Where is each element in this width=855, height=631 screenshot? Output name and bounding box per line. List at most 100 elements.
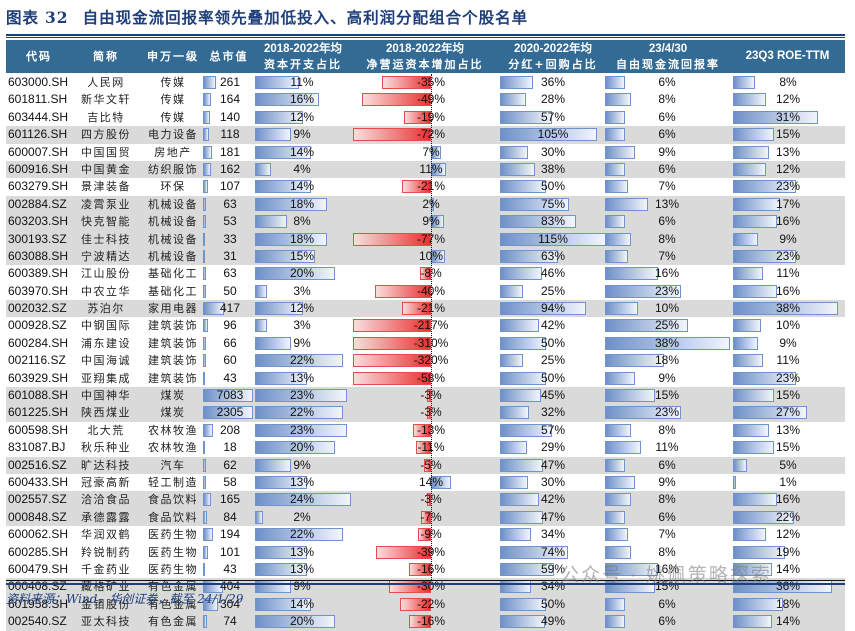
stock-name: 苏泊尔 — [87, 302, 125, 316]
capex-value: 9% — [293, 579, 311, 594]
fcf-bar — [605, 145, 635, 159]
mktcap-value: 43 — [223, 370, 237, 385]
table-row: 600285.SH 羚锐制药 医药生物 101 13% -39% 74% 8% 19% — [6, 544, 845, 561]
roe-bar — [733, 76, 755, 89]
roe-value: 23% — [775, 179, 801, 194]
mktcap-bar — [203, 336, 207, 350]
capex-value: 13% — [289, 370, 315, 385]
stock-code: 600284.SH — [8, 335, 69, 350]
roe-value: 23% — [775, 370, 801, 385]
nwc-value: 11% — [419, 161, 443, 176]
capex-bar — [255, 76, 299, 89]
capex-value: 22% — [289, 527, 315, 542]
roe-value: 38% — [775, 301, 801, 316]
nwc-value: -19% — [416, 109, 445, 124]
capex-bar — [255, 162, 271, 176]
mktcap-bar — [203, 389, 253, 403]
roe-value: 23% — [775, 248, 801, 263]
capex-value: 20% — [289, 440, 315, 455]
roe-bar — [733, 110, 819, 124]
payout-value: 50% — [540, 179, 566, 194]
table-row: 600007.SH 中国国贸 房地产 181 14% 7% 30% 9% 13% — [6, 144, 845, 161]
table-row: 600916.SH 中国黄金 纺织服饰 162 4% 11% 38% 6% 12% — [6, 160, 845, 179]
roe-bar — [733, 423, 769, 437]
payout-value: 42% — [540, 492, 566, 507]
roe-value: 12% — [775, 92, 801, 107]
fcf-bar — [605, 93, 632, 107]
nwc-bar-negative — [404, 110, 431, 124]
stock-name: 浦东建设 — [81, 336, 131, 350]
header-capex: 2018-2022年均 资本开支占比 — [264, 42, 342, 71]
bottom-rule — [6, 583, 845, 585]
capex-bar — [255, 284, 267, 298]
mktcap-value: 63 — [223, 266, 237, 281]
nwc-value: -21% — [416, 301, 445, 316]
mktcap-value: 31 — [223, 248, 237, 263]
stock-name: 陕西煤业 — [81, 406, 131, 420]
nwc-value: -77% — [416, 231, 445, 246]
fcf-bar — [605, 128, 625, 142]
capex-bar — [255, 510, 263, 524]
capex-value: 11% — [290, 75, 314, 89]
mktcap-bar — [203, 423, 214, 437]
stock-code: 002032.SZ — [8, 301, 67, 316]
stock-code: 600433.SH — [8, 474, 69, 489]
fcf-bar — [605, 319, 688, 333]
capex-bar — [255, 475, 307, 489]
mktcap-value: 66 — [223, 335, 237, 350]
roe-value: 13% — [775, 144, 801, 159]
fcf-value: 8% — [658, 544, 676, 559]
capex-bar — [255, 180, 311, 194]
payout-bar — [500, 180, 546, 194]
payout-bar — [500, 441, 527, 455]
mktcap-value: 181 — [219, 144, 241, 159]
payout-bar — [500, 302, 587, 316]
table-row: 002516.SZ 旷达科技 汽车 62 9% -5% 47% 6% 5% — [6, 456, 845, 474]
stock-name: 四方股份 — [81, 128, 131, 142]
mktcap-bar — [203, 180, 209, 194]
fcf-bar — [605, 249, 629, 263]
payout-value: 25% — [540, 353, 566, 368]
table-row: 000848.SZ 承德露露 食品饮料 84 2% -7% 47% 6% 22% — [6, 508, 845, 527]
capex-bar — [255, 197, 327, 211]
mktcap-bar — [203, 319, 208, 333]
stock-code: 601126.SH — [8, 127, 68, 142]
nwc-value: -16% — [416, 614, 445, 629]
roe-value: 14% — [775, 614, 801, 629]
fcf-bar — [605, 336, 731, 350]
payout-bar — [500, 510, 544, 524]
table-row: 601811.SH 新华文轩 传媒 164 16% -49% 28% 8% 12% — [6, 91, 845, 108]
fcf-value: 6% — [658, 214, 676, 229]
stock-code: 601225.SH — [8, 405, 69, 420]
fcf-value: 9% — [658, 144, 676, 159]
capex-value: 13% — [289, 474, 315, 489]
mktcap-bar — [203, 475, 206, 489]
nwc-bar-negative — [419, 267, 431, 281]
stock-code: 600062.SH — [8, 527, 69, 542]
roe-bar — [733, 145, 769, 159]
capex-value: 9% — [293, 335, 311, 350]
fcf-value: 9% — [658, 474, 676, 489]
table-row: 600284.SH 浦东建设 建筑装饰 66 9% -310% 50% 38% 9% — [6, 335, 845, 352]
nwc-bar-negative — [401, 180, 431, 194]
fcf-value: 10% — [654, 301, 680, 316]
payout-value: 75% — [540, 196, 566, 211]
table-row: 300193.SZ 佳士科技 机械设备 33 18% -77% 115% 8% 9% — [6, 230, 845, 248]
payout-value: 63% — [540, 248, 566, 263]
payout-bar — [500, 423, 553, 437]
stock-code: 603088.SH — [8, 248, 69, 263]
industry: 食品饮料 — [148, 510, 198, 524]
payout-bar — [500, 406, 530, 420]
fcf-bar — [605, 215, 625, 229]
industry: 机械设备 — [148, 249, 198, 263]
fcf-value: 7% — [658, 248, 676, 263]
mktcap-value: 164 — [219, 92, 241, 107]
roe-value: 15% — [775, 388, 801, 403]
mktcap-bar — [203, 458, 207, 472]
nwc-bar-negative — [426, 406, 431, 420]
industry: 农林牧渔 — [148, 423, 198, 437]
fcf-value: 9% — [658, 370, 676, 385]
stock-name: 中国海诚 — [81, 354, 131, 368]
payout-bar — [500, 145, 528, 159]
stock-name: 千金药业 — [81, 562, 131, 576]
